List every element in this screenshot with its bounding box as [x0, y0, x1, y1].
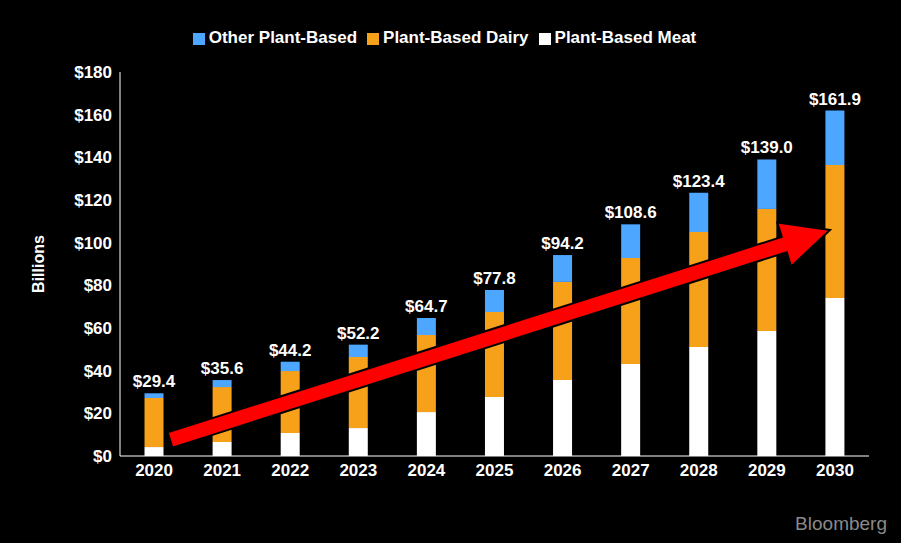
html-text:Bloomberg: Bloomberg — [795, 513, 887, 534]
svg-text:$0: $0 — [93, 447, 112, 466]
svg-text:2027: 2027 — [612, 461, 650, 480]
svg-text:2026: 2026 — [544, 461, 582, 480]
svg-text:$29.4: $29.4 — [133, 372, 176, 391]
svg-text:2020: 2020 — [135, 461, 173, 480]
svg-text:$120: $120 — [74, 191, 112, 210]
svg-text:2024: 2024 — [407, 461, 445, 480]
svg-text:$108.6: $108.6 — [605, 203, 657, 222]
svg-text:2023: 2023 — [339, 461, 377, 480]
svg-text:$52.2: $52.2 — [337, 324, 380, 343]
svg-text:$35.6: $35.6 — [201, 359, 244, 378]
svg-text:2028: 2028 — [680, 461, 718, 480]
svg-text:$94.2: $94.2 — [541, 234, 584, 253]
svg-text:$44.2: $44.2 — [269, 341, 312, 360]
svg-text:2022: 2022 — [271, 461, 309, 480]
svg-text:$40: $40 — [84, 362, 112, 381]
html-text:Other Plant-Based: Other Plant-Based — [208, 28, 357, 47]
html-text:Plant-Based Meat: Plant-Based Meat — [554, 28, 697, 47]
svg-text:2029: 2029 — [748, 461, 786, 480]
svg-text:$123.4: $123.4 — [673, 172, 726, 191]
svg-text:$64.7: $64.7 — [405, 297, 448, 316]
svg-text:$80: $80 — [84, 276, 112, 295]
svg-text:$60: $60 — [84, 319, 112, 338]
svg-text:$161.9: $161.9 — [809, 90, 861, 109]
svg-text:$20: $20 — [84, 404, 112, 423]
svg-text:$77.8: $77.8 — [473, 269, 516, 288]
svg-text:$140: $140 — [74, 148, 112, 167]
html-text:Plant-Based Dairy: Plant-Based Dairy — [383, 28, 529, 47]
svg-text:$160: $160 — [74, 106, 112, 125]
svg-text:$100: $100 — [74, 234, 112, 253]
svg-text:$180: $180 — [74, 63, 112, 82]
svg-text:2021: 2021 — [203, 461, 241, 480]
svg-text:$139.0: $139.0 — [741, 138, 793, 157]
svg-text:2030: 2030 — [816, 461, 854, 480]
svg-text:2025: 2025 — [476, 461, 514, 480]
svg-text:Billions: Billions — [30, 235, 47, 293]
